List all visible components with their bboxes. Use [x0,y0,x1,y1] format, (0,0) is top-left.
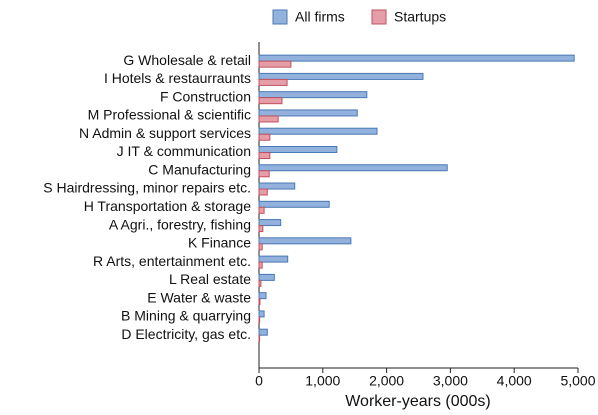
x-tick-label: 1,000 [305,373,340,389]
bar [258,78,288,86]
y-tick-label: K Finance [188,235,251,251]
y-tick-label: H Transportation & storage [84,198,252,214]
bar [258,219,282,227]
y-tick-label: D Electricity, gas etc. [121,326,251,342]
bar [258,225,264,233]
bar [258,273,275,281]
bar [258,200,330,208]
y-tick-label: I Hotels & restaurraunts [104,70,251,86]
y-tick-label: B Mining & quarrying [121,308,251,324]
bar [258,109,358,117]
y-tick-label: F Construction [160,88,251,104]
bar [258,115,279,123]
bar [258,54,575,62]
bar [258,188,268,196]
bar [258,145,338,153]
bar [258,164,448,172]
bar [258,255,289,263]
bar [258,72,424,80]
bar [258,97,283,105]
bar [258,170,270,178]
bar [258,60,292,68]
legend-label: All firms [295,9,345,25]
y-tick-label: A Agri., forestry, fishing [109,216,251,232]
bar [258,206,265,214]
y-tick-label: J IT & communication [117,143,251,159]
bar [258,261,263,269]
bar [258,292,267,300]
x-tick-label: 5,000 [560,373,595,389]
y-tick-label: C Manufacturing [148,161,251,177]
bar [258,316,261,324]
bar [258,334,261,342]
bar [258,237,352,245]
bar [258,310,265,318]
x-axis-label: Worker-years (000s) [345,393,491,410]
bar [258,91,368,99]
x-tick-label: 3,000 [433,373,468,389]
bar [258,298,261,306]
y-tick-label: S Hairdressing, minor repairs etc. [43,180,251,196]
bar [258,279,262,287]
bar [258,133,271,141]
bar [258,182,296,190]
y-tick-label: E Water & waste [147,289,251,305]
y-tick-label: N Admin & support services [79,125,251,141]
bar [258,127,378,135]
legend-label: Startups [394,9,446,25]
y-tick-label: R Arts, entertainment etc. [93,253,251,269]
x-tick-label: 0 [255,373,263,389]
y-tick-label: G Wholesale & retail [123,52,251,68]
x-tick-label: 2,000 [369,373,404,389]
y-tick-label: L Real estate [169,271,251,287]
bar [258,151,271,159]
bar [258,243,263,251]
bar [258,328,268,336]
legend-swatch [272,9,288,25]
legend-swatch [371,9,387,25]
y-tick-label: M Professional & scientific [88,107,251,123]
x-tick-label: 4,000 [497,373,532,389]
